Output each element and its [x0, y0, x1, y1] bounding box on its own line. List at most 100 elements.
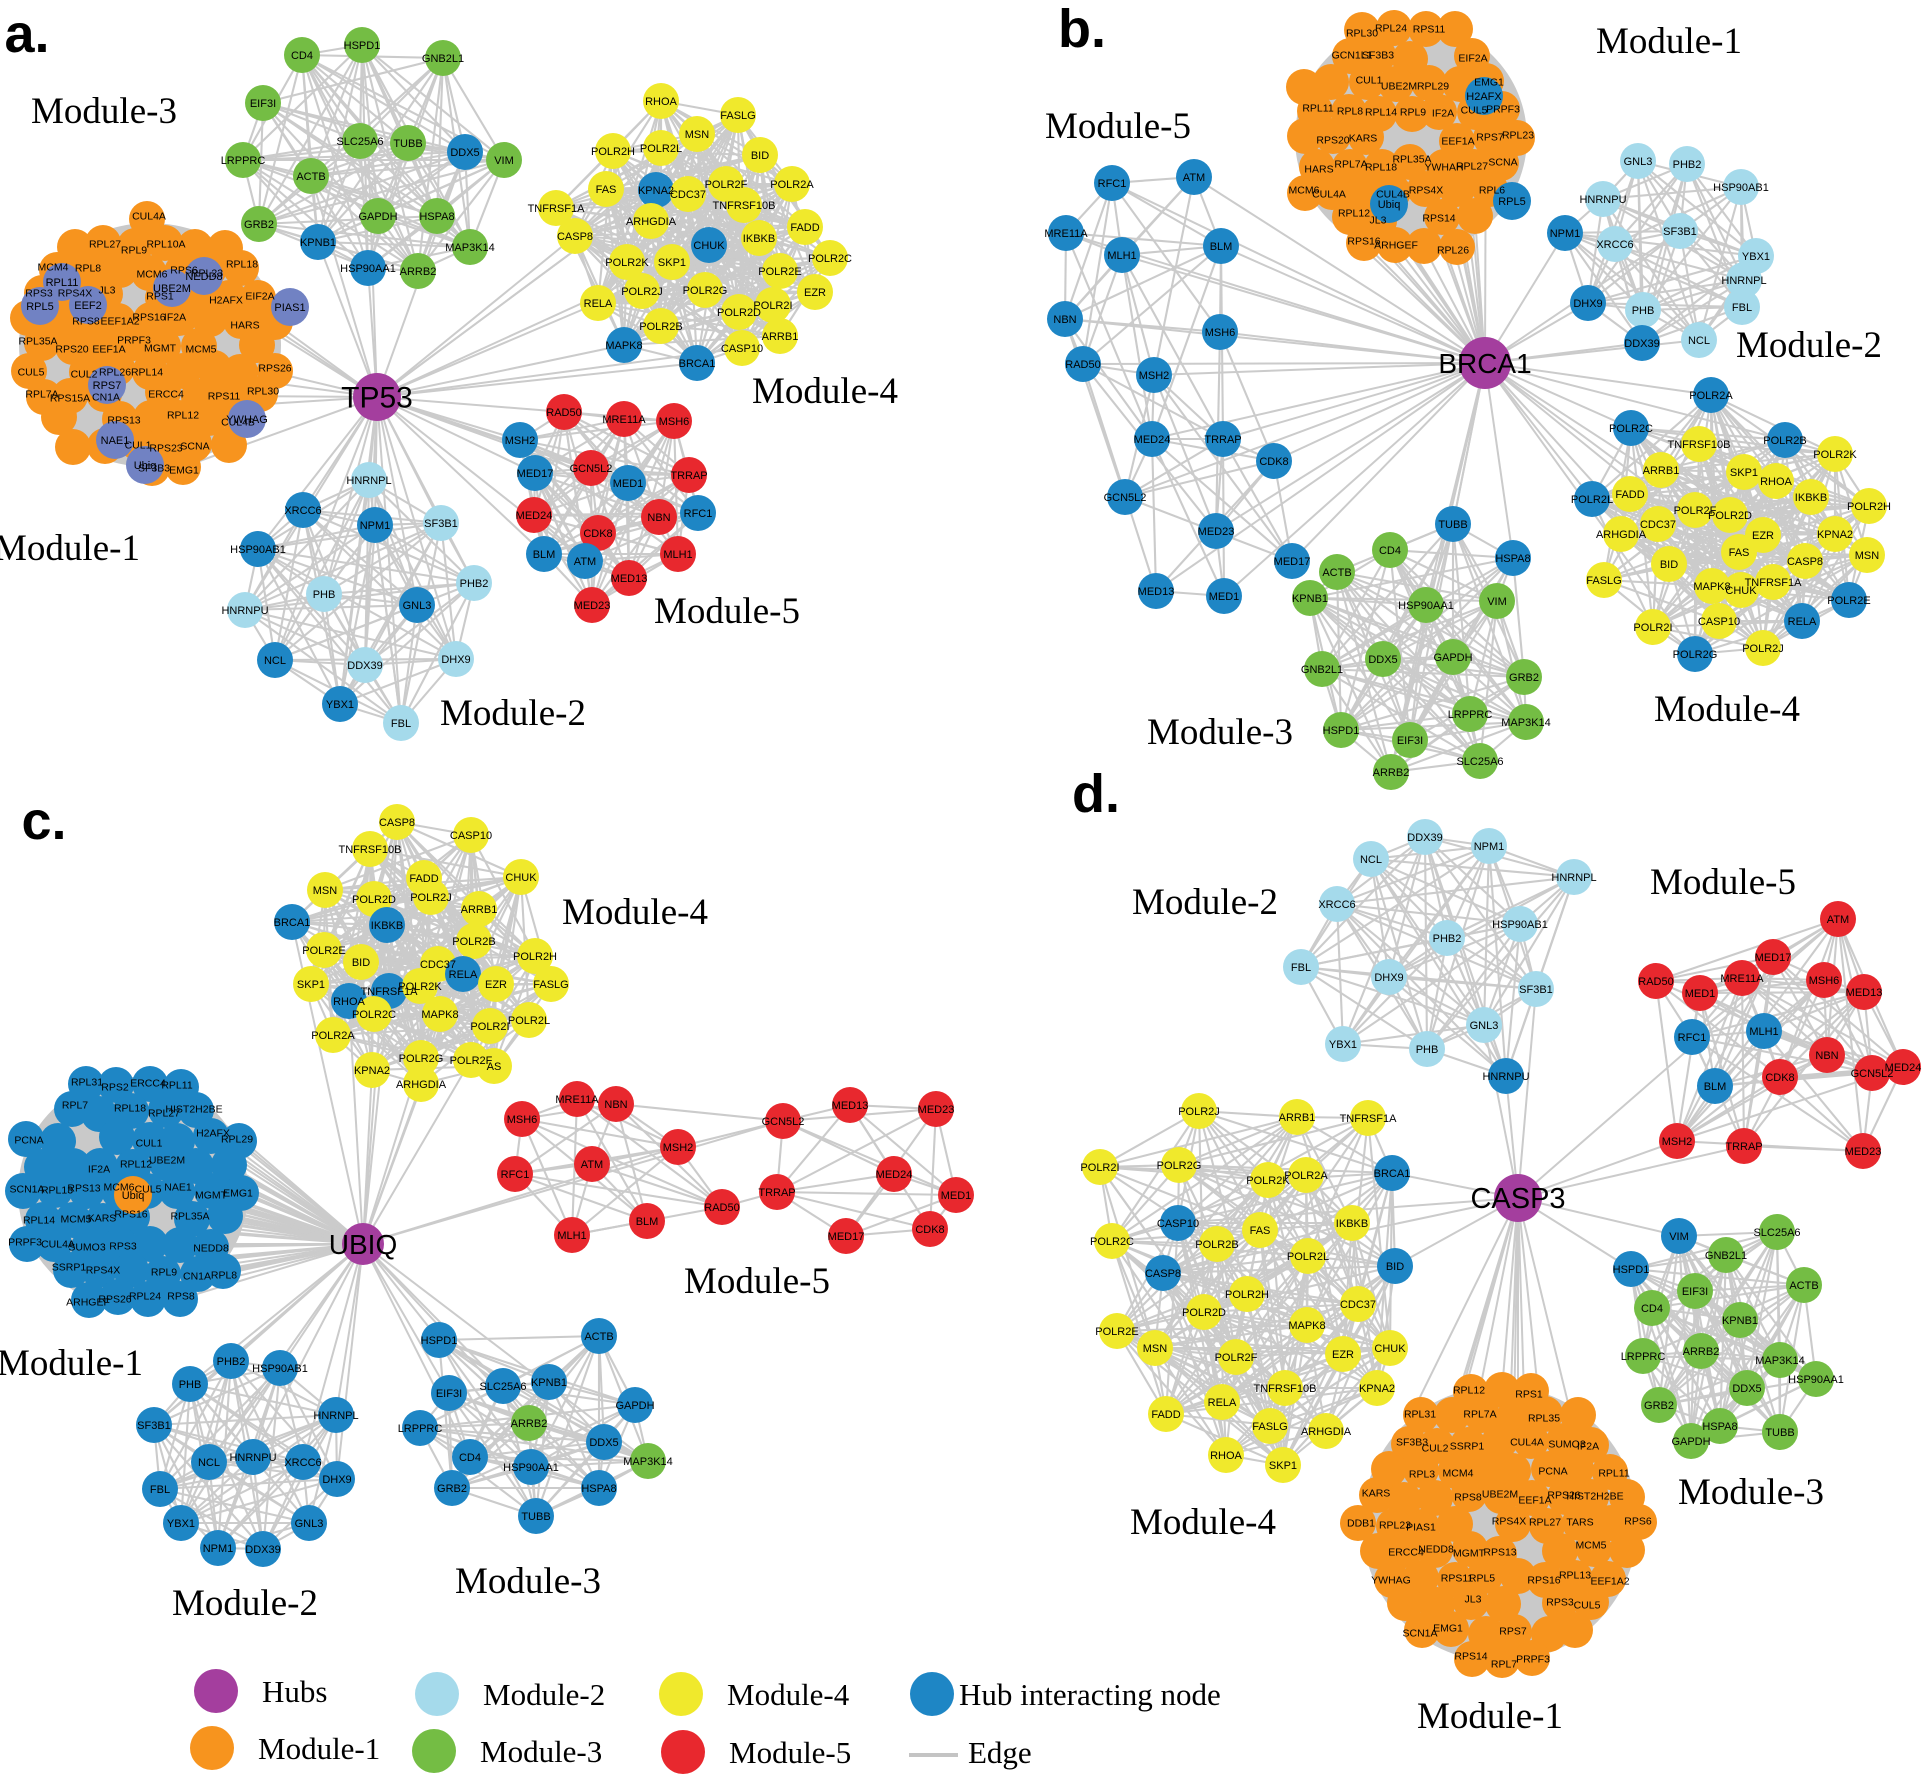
svg-text:Ubiq: Ubiq: [122, 1190, 145, 1202]
svg-text:GNL3: GNL3: [403, 600, 432, 612]
svg-text:MED24: MED24: [516, 510, 553, 522]
svg-text:HSPA8: HSPA8: [1495, 553, 1530, 565]
svg-text:SF3B3: SF3B3: [138, 463, 170, 475]
svg-text:RPL13: RPL13: [1559, 1570, 1591, 1582]
svg-text:POLR2B: POLR2B: [1763, 435, 1806, 447]
svg-text:HSPA8: HSPA8: [419, 211, 454, 223]
svg-text:DDX5: DDX5: [589, 1437, 618, 1449]
svg-text:ATM: ATM: [581, 1159, 603, 1171]
svg-text:BID: BID: [751, 150, 769, 162]
svg-text:EZR: EZR: [1332, 1349, 1354, 1361]
svg-text:PHB2: PHB2: [460, 578, 489, 590]
svg-text:UBE2M: UBE2M: [1381, 81, 1417, 93]
svg-text:MED24: MED24: [876, 1169, 913, 1181]
svg-text:RPS1: RPS1: [146, 291, 174, 303]
svg-text:SUMO3: SUMO3: [68, 1242, 106, 1254]
svg-text:RPS20: RPS20: [1316, 135, 1349, 147]
svg-text:PHB: PHB: [179, 1379, 202, 1391]
svg-text:DHX9: DHX9: [441, 654, 470, 666]
svg-text:CHUK: CHUK: [693, 240, 725, 252]
svg-text:POLR2F: POLR2F: [1215, 1352, 1258, 1364]
svg-text:SCN1A: SCN1A: [9, 1184, 44, 1196]
svg-text:ARRB2: ARRB2: [1683, 1346, 1720, 1358]
svg-text:CUL4A: CUL4A: [132, 211, 166, 223]
svg-text:POLR2B: POLR2B: [452, 936, 495, 948]
svg-text:RHOA: RHOA: [1210, 1450, 1242, 1462]
svg-text:ARHGEF: ARHGEF: [1374, 240, 1418, 252]
svg-text:SLC25A6: SLC25A6: [479, 1381, 526, 1393]
svg-text:DDX39: DDX39: [1624, 338, 1659, 350]
svg-text:RPS13: RPS13: [107, 415, 140, 427]
svg-text:RPL8: RPL8: [211, 1270, 237, 1282]
svg-text:BID: BID: [1660, 559, 1678, 571]
svg-text:FAS: FAS: [596, 184, 617, 196]
svg-text:POLR2F: POLR2F: [1674, 505, 1717, 517]
svg-text:RPS3: RPS3: [25, 288, 53, 300]
svg-text:POLR2A: POLR2A: [311, 1030, 355, 1042]
svg-text:KPNA2: KPNA2: [1359, 1383, 1395, 1395]
svg-text:ARHGEF: ARHGEF: [66, 1297, 110, 1309]
svg-text:HNRNPU: HNRNPU: [1579, 194, 1626, 206]
svg-text:PHB: PHB: [1416, 1044, 1439, 1056]
svg-text:EEF1A2: EEF1A2: [1590, 1576, 1629, 1588]
svg-text:NCL: NCL: [264, 655, 286, 667]
svg-text:XRCC6: XRCC6: [1318, 899, 1355, 911]
svg-text:FBL: FBL: [1291, 962, 1311, 974]
svg-text:NEDD8: NEDD8: [185, 271, 222, 283]
svg-text:KPNB1: KPNB1: [1722, 1315, 1758, 1327]
svg-text:HSP90AB1: HSP90AB1: [252, 1363, 308, 1375]
svg-text:HSP90AB1: HSP90AB1: [230, 544, 286, 556]
svg-text:RPL3: RPL3: [1409, 1469, 1435, 1481]
svg-text:RPS6: RPS6: [170, 265, 198, 277]
svg-text:HSPD1: HSPD1: [1613, 1264, 1650, 1276]
svg-text:MAP3K14: MAP3K14: [445, 242, 495, 254]
svg-text:FASLG: FASLG: [1252, 1421, 1287, 1433]
svg-text:Module-1: Module-1: [1417, 1696, 1563, 1737]
svg-text:Module-5: Module-5: [684, 1261, 830, 1302]
svg-text:RPL9: RPL9: [121, 245, 147, 257]
svg-text:Module-3: Module-3: [31, 91, 177, 132]
svg-text:VIM: VIM: [1669, 1231, 1689, 1243]
svg-text:ACTB: ACTB: [1322, 567, 1351, 579]
svg-text:RPL30: RPL30: [247, 386, 279, 398]
svg-text:MSN: MSN: [685, 129, 710, 141]
svg-text:MED24: MED24: [1134, 434, 1171, 446]
svg-text:CDC37: CDC37: [420, 959, 456, 971]
svg-text:RPL26: RPL26: [1437, 245, 1469, 257]
svg-text:FADD: FADD: [1615, 489, 1644, 501]
svg-text:RPL26: RPL26: [99, 367, 131, 379]
svg-text:KPNA2: KPNA2: [1817, 529, 1853, 541]
svg-text:GCN5L2: GCN5L2: [1851, 1068, 1894, 1080]
svg-text:ATM: ATM: [574, 556, 596, 568]
svg-text:SKP1: SKP1: [1730, 467, 1758, 479]
svg-text:RPL24: RPL24: [1375, 23, 1407, 35]
svg-text:RPS13: RPS13: [1483, 1547, 1516, 1559]
svg-text:POLR2L: POLR2L: [508, 1015, 550, 1027]
svg-text:NPM1: NPM1: [360, 520, 391, 532]
svg-text:MSH6: MSH6: [1205, 327, 1236, 339]
svg-text:TNFRSF10B: TNFRSF10B: [1668, 439, 1731, 451]
svg-text:HNRNPL: HNRNPL: [1551, 872, 1596, 884]
svg-text:MED1: MED1: [1209, 591, 1240, 603]
svg-text:PRPF3: PRPF3: [8, 1237, 42, 1249]
svg-text:TRRAP: TRRAP: [1725, 1141, 1762, 1153]
svg-text:TNFRSF1A: TNFRSF1A: [361, 986, 419, 998]
svg-text:FBL: FBL: [150, 1484, 170, 1496]
svg-text:CHUK: CHUK: [1725, 585, 1757, 597]
svg-text:ARHGDIA: ARHGDIA: [1301, 1426, 1352, 1438]
svg-text:RPS7: RPS7: [93, 380, 122, 392]
svg-text:Module-5: Module-5: [1045, 106, 1191, 147]
svg-text:EEF1A: EEF1A: [92, 344, 125, 356]
svg-text:EMG1: EMG1: [169, 465, 199, 477]
svg-text:ARRB1: ARRB1: [461, 904, 498, 916]
svg-text:PRPF3: PRPF3: [117, 335, 151, 347]
svg-text:EMG1: EMG1: [1474, 77, 1504, 89]
svg-text:POLR2K: POLR2K: [1246, 1175, 1290, 1187]
svg-text:RPL13: RPL13: [41, 1185, 73, 1197]
svg-text:Module-3: Module-3: [1147, 712, 1293, 753]
svg-text:XRCC6: XRCC6: [284, 1457, 321, 1469]
svg-text:NCL: NCL: [1360, 854, 1382, 866]
svg-text:POLR2E: POLR2E: [758, 266, 801, 278]
svg-text:RPL23: RPL23: [1502, 130, 1534, 142]
svg-text:MED13: MED13: [832, 1100, 869, 1112]
